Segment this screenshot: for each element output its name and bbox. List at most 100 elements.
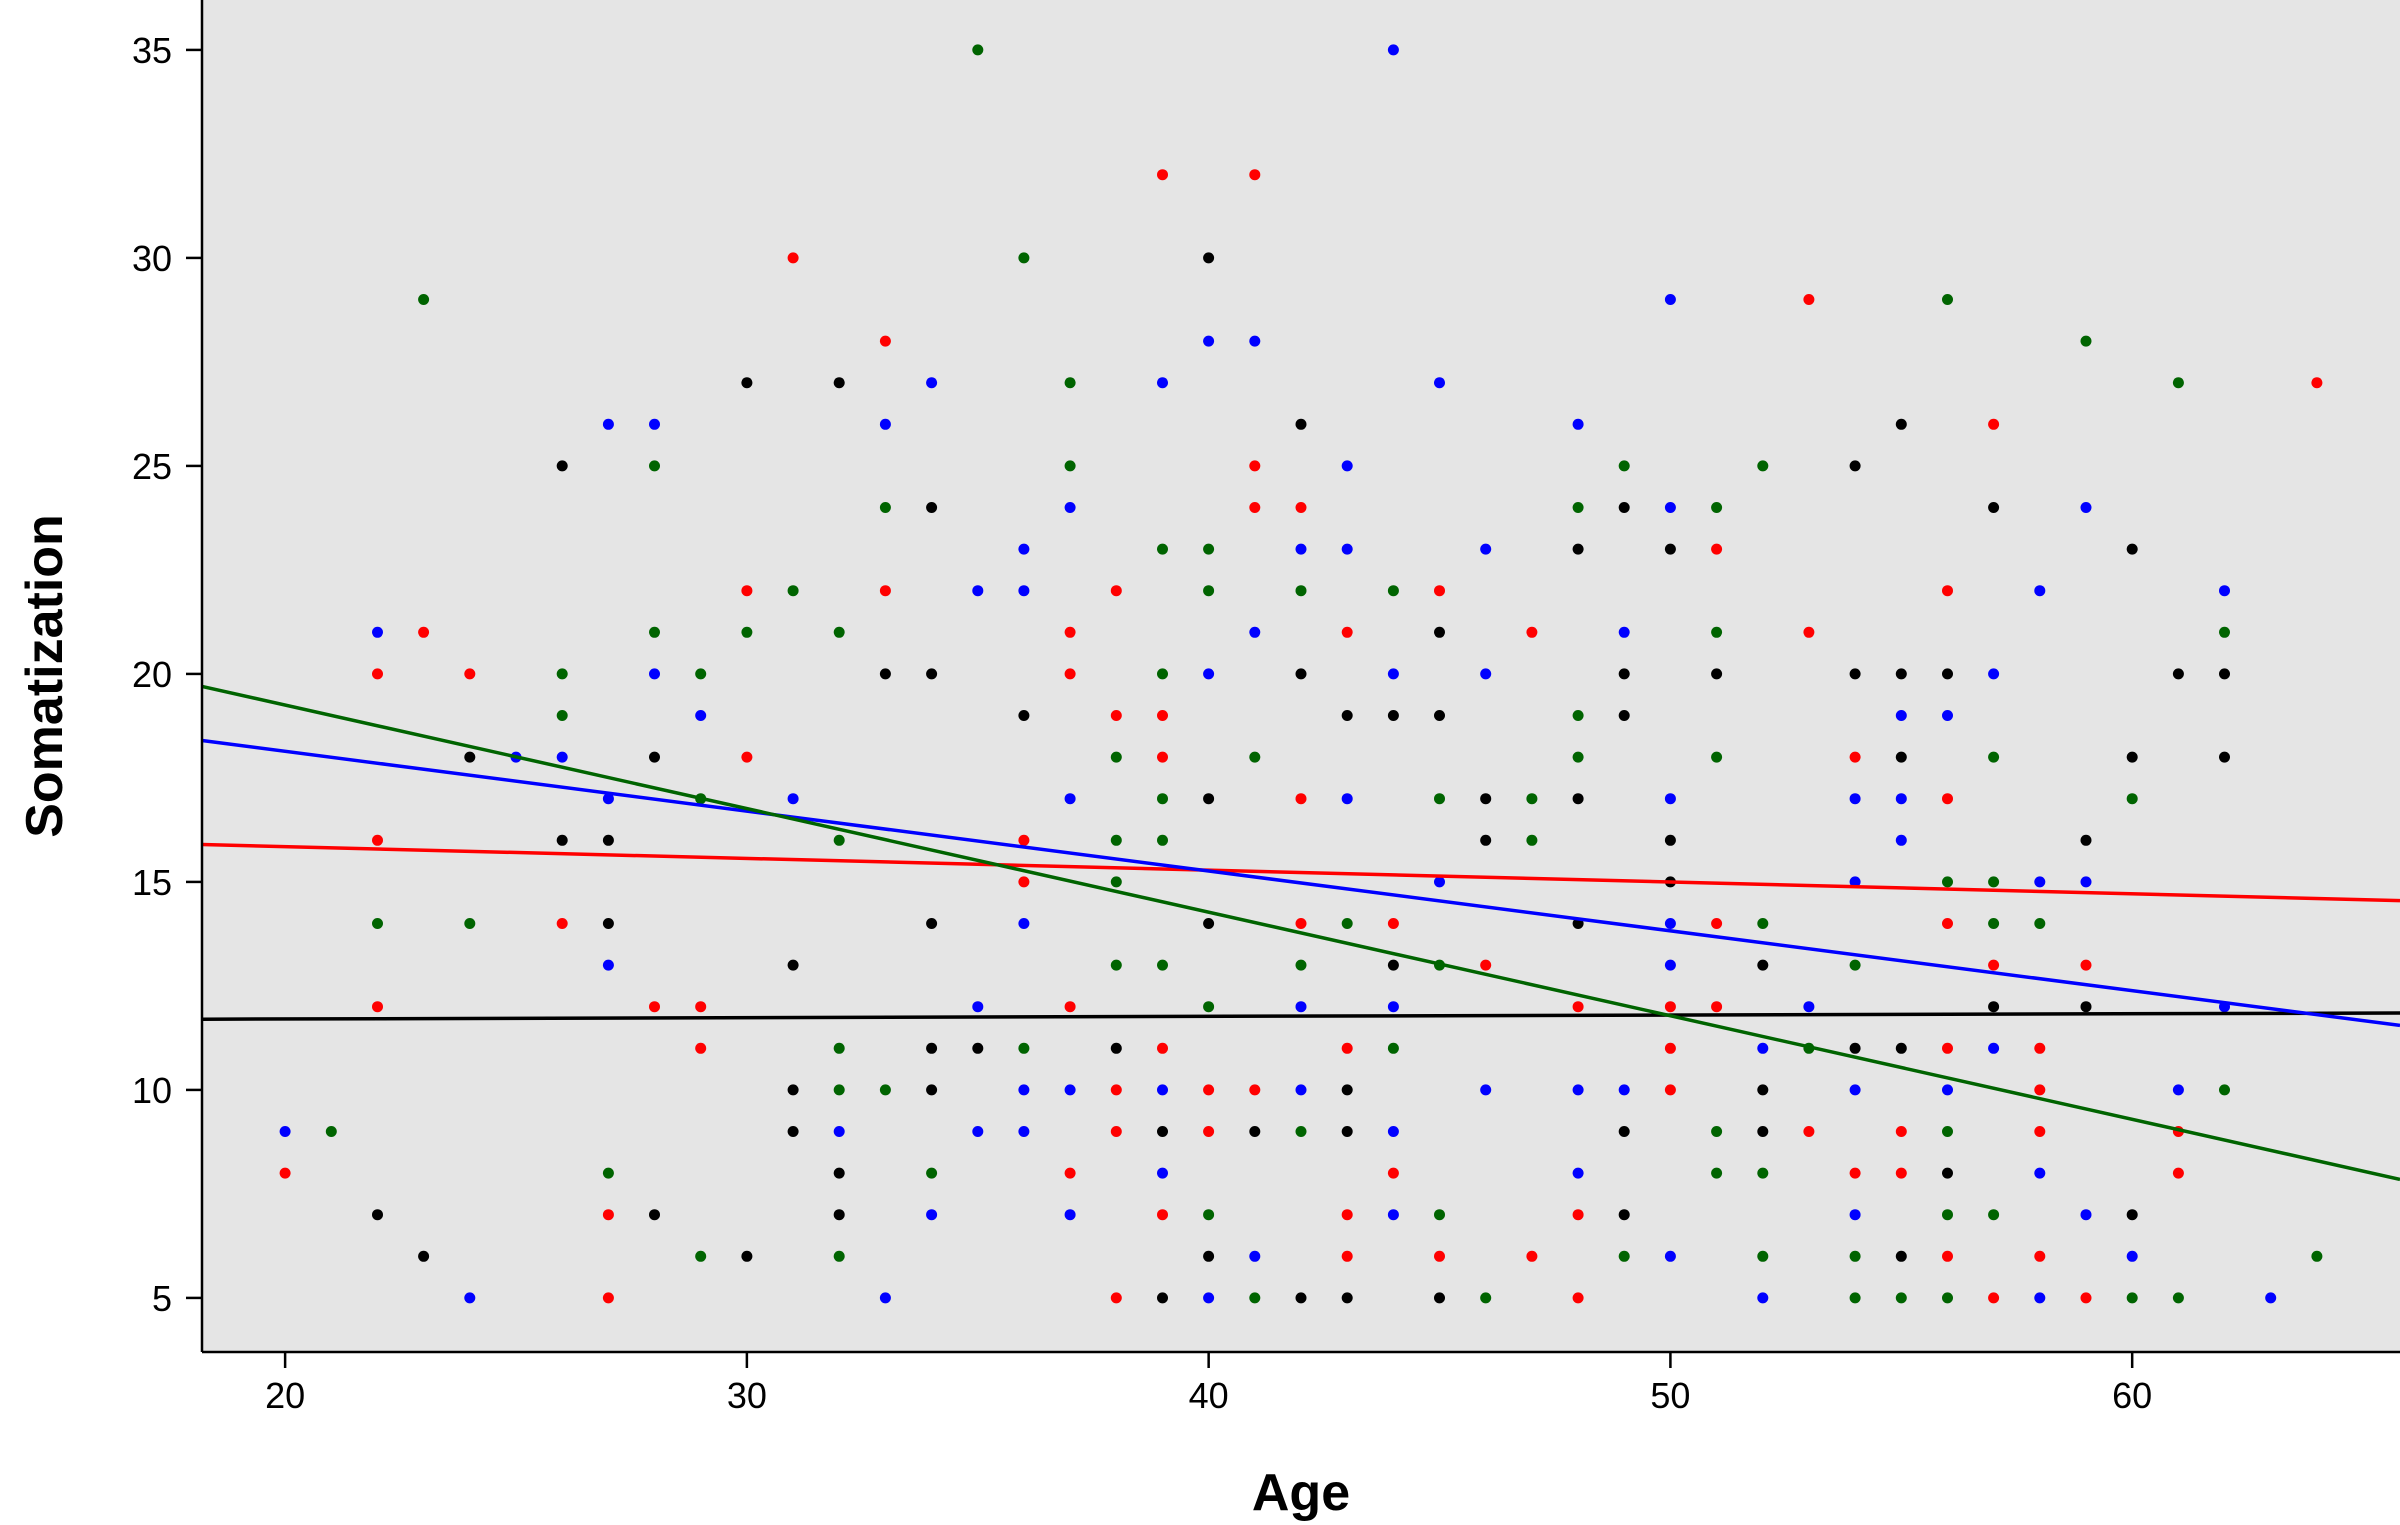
data-point-s0-37 [1341, 1084, 1353, 1096]
data-point-s2-10 [695, 710, 707, 721]
data-point-s1-49 [1434, 1250, 1445, 1262]
data-point-s0-66 [1895, 668, 1907, 680]
x-axis-title: Age [1252, 1464, 1350, 1522]
data-point-s0-7 [649, 751, 660, 763]
data-point-s3-76 [1942, 1209, 1953, 1221]
data-point-s2-27 [1064, 1084, 1076, 1096]
data-point-s3-62 [1711, 1126, 1723, 1137]
data-point-s1-51 [1526, 626, 1538, 638]
x-ticks: 20 30 40 50 60 [265, 1352, 2152, 1416]
data-point-s2-83 [2080, 502, 2092, 513]
data-point-s2-38 [1295, 543, 1307, 555]
data-point-s3-23 [1018, 252, 1030, 264]
data-point-s3-25 [1064, 377, 1076, 389]
data-point-s0-81 [2219, 751, 2230, 763]
data-point-s0-48 [1572, 793, 1584, 805]
data-point-s3-47 [1387, 1042, 1399, 1054]
data-point-s0-53 [1618, 1126, 1630, 1137]
data-point-s0-62 [1849, 460, 1861, 472]
data-point-s3-19 [879, 502, 891, 513]
data-point-s1-1 [372, 668, 383, 680]
data-point-s1-45 [1341, 1250, 1353, 1262]
data-point-s3-41 [1249, 1292, 1261, 1304]
data-point-s0-36 [1341, 710, 1353, 721]
data-point-s3-69 [1849, 959, 1861, 971]
data-point-s0-34 [1295, 668, 1307, 680]
data-point-s1-26 [1110, 1126, 1122, 1137]
data-point-s3-42 [1295, 585, 1307, 597]
data-point-s2-4 [556, 751, 568, 763]
data-point-s2-5 [602, 418, 614, 430]
data-point-s3-3 [464, 918, 476, 929]
data-point-s2-16 [926, 1209, 938, 1221]
data-point-s0-39 [1341, 1292, 1353, 1304]
data-point-s0-61 [1757, 1126, 1769, 1137]
data-point-s1-64 [1803, 1126, 1815, 1137]
data-point-s2-54 [1572, 418, 1584, 430]
data-point-s1-15 [879, 335, 891, 347]
data-point-s0-21 [926, 1042, 938, 1054]
data-point-s1-5 [464, 668, 476, 680]
data-point-s0-42 [1434, 626, 1445, 638]
data-point-s3-59 [1711, 502, 1723, 513]
data-point-s1-33 [1203, 1084, 1215, 1096]
data-point-s1-25 [1110, 1084, 1122, 1096]
data-point-s2-28 [1064, 1209, 1076, 1221]
data-point-s3-31 [1157, 543, 1168, 555]
data-point-s1-85 [2311, 377, 2323, 389]
data-point-s0-59 [1757, 959, 1769, 971]
data-point-s3-78 [1988, 751, 2000, 763]
data-point-s1-41 [1295, 918, 1307, 929]
data-point-s2-77 [1988, 668, 2000, 680]
data-point-s0-64 [1849, 1042, 1861, 1054]
data-point-s1-47 [1387, 1167, 1399, 1179]
data-point-s1-14 [787, 252, 799, 264]
data-point-s0-50 [1618, 502, 1630, 513]
data-point-s1-17 [1018, 834, 1030, 846]
data-point-s2-64 [1664, 1250, 1676, 1262]
data-point-s1-29 [1157, 710, 1168, 721]
data-point-s1-39 [1295, 502, 1307, 513]
data-point-s3-36 [1203, 543, 1215, 555]
data-point-s2-15 [926, 377, 938, 389]
data-point-s2-1 [372, 626, 383, 638]
data-point-s1-56 [1664, 1001, 1676, 1013]
data-point-s1-2 [372, 834, 383, 846]
data-point-s2-33 [1203, 668, 1215, 680]
data-point-s0-56 [1664, 834, 1676, 846]
data-point-s3-29 [1110, 959, 1122, 971]
data-point-s3-4 [556, 668, 568, 680]
data-point-s2-42 [1341, 543, 1353, 555]
data-point-s3-20 [879, 1084, 891, 1096]
data-point-s3-45 [1341, 918, 1353, 929]
data-point-s1-12 [741, 585, 753, 597]
data-point-s2-63 [1664, 959, 1676, 971]
data-point-s3-60 [1711, 626, 1723, 638]
data-point-s0-8 [649, 1209, 660, 1221]
data-point-s1-77 [2034, 1042, 2046, 1054]
data-point-s2-48 [1387, 1209, 1399, 1221]
data-point-s2-86 [2126, 1250, 2138, 1262]
data-point-s3-79 [1988, 876, 2000, 888]
data-point-s1-59 [1711, 543, 1723, 555]
data-point-s2-79 [2034, 585, 2046, 597]
data-point-s3-71 [1849, 1292, 1861, 1304]
data-point-s0-68 [1895, 1042, 1907, 1054]
data-point-s0-31 [1203, 1250, 1215, 1262]
data-point-s3-72 [1895, 1292, 1907, 1304]
data-point-s3-82 [2034, 918, 2046, 929]
data-point-s1-10 [695, 1001, 707, 1013]
data-point-s0-10 [741, 1250, 753, 1262]
data-point-s1-23 [1110, 585, 1122, 597]
data-point-s3-15 [833, 834, 845, 846]
data-point-s2-30 [1157, 1084, 1168, 1096]
data-point-s3-75 [1942, 1126, 1953, 1137]
y-tick-label: 30 [132, 238, 172, 279]
data-point-s1-0 [279, 1167, 291, 1179]
trend-line-s3 [201, 684, 2400, 1182]
x-tick-label: 60 [2112, 1375, 2152, 1416]
data-point-s0-44 [1434, 1292, 1445, 1304]
data-point-s2-32 [1203, 335, 1215, 347]
data-point-s1-28 [1157, 169, 1168, 181]
data-point-s1-61 [1711, 1001, 1723, 1013]
